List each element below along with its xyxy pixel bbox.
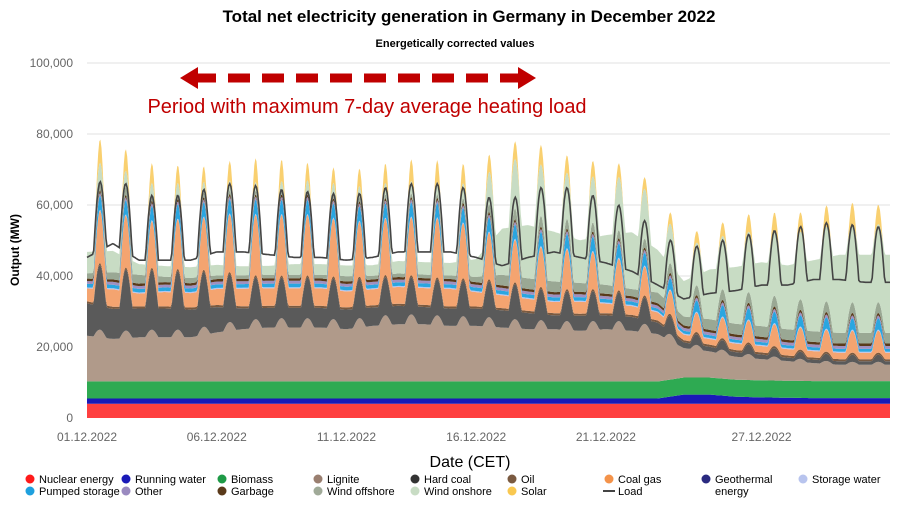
x-axis: 01.12.2022 06.12.2022 11.12.2022 16.12.2022… [57,430,792,444]
x-tick-label: 06.12.2022 [187,430,247,444]
legend-label: Hard coal [424,474,471,486]
area-nuclear-energy [87,403,890,418]
legend-marker [701,474,711,484]
y-tick-label: 80,000 [36,127,73,141]
legend-marker [25,486,35,496]
legend: Nuclear energy Running water Biomass Lignit… [25,474,881,498]
y-tick-label: 60,000 [36,198,73,212]
area-lignite [87,314,890,382]
stacked-areas [87,139,890,418]
y-tick-label: 20,000 [36,340,73,354]
legend-marker [507,486,517,496]
legend-marker [313,474,323,484]
y-axis: 0 20,000 40,000 60,000 80,000 100,000 [30,56,74,425]
y-tick-label: 40,000 [36,269,73,283]
area-solar [87,139,890,281]
legend-marker [604,474,614,484]
area-biomass [87,377,890,399]
legend-label: Nuclear energy [39,474,114,486]
legend-label: Lignite [327,474,359,486]
legend-marker [217,486,227,496]
legend-label: Other [135,486,163,498]
x-tick-label: 01.12.2022 [57,430,117,444]
area-coal-gas [87,210,890,360]
annotation-text: Period with maximum 7-day average heatin… [147,96,586,118]
annotation: Period with maximum 7-day average heatin… [147,67,587,118]
x-tick-label: 27.12.2022 [732,430,792,444]
legend-marker [121,474,131,484]
area-hard-coal [87,265,890,365]
legend-label: Garbage [231,486,274,498]
legend-label: Pumped storage [39,486,120,498]
legend-label: Solar [521,486,547,498]
legend-marker [217,474,227,484]
area-running-water [87,394,890,404]
load-line-group [86,180,890,300]
legend-label: Oil [521,474,534,486]
legend-label: Load [618,486,642,498]
legend-label: Coal gas [618,474,662,486]
legend-marker [798,474,808,484]
x-axis-label: Date (CET) [430,454,511,471]
y-tick-label: 0 [66,411,73,425]
y-axis-label: Output (MW) [8,214,22,286]
legend-marker [121,486,131,496]
legend-marker [410,486,420,496]
y-tick-label: 100,000 [30,56,74,70]
legend-label: Wind offshore [327,486,395,498]
load-line [86,180,890,300]
legend-marker [507,474,517,484]
legend-label: Geothermal [715,474,772,486]
x-tick-label: 16.12.2022 [446,430,506,444]
legend-marker [25,474,35,484]
area-pumped-storage [87,195,890,352]
legend-marker [313,486,323,496]
area-wind-onshore [87,158,890,333]
x-tick-label: 21.12.2022 [576,430,636,444]
legend-label: energy [715,486,749,498]
chart-title: Total net electricity generation in Germ… [223,7,716,26]
legend-marker [410,474,420,484]
legend-label: Storage water [812,474,881,486]
annotation-arrowhead-right [518,67,536,89]
x-tick-label: 11.12.2022 [317,430,376,444]
annotation-arrowhead-left [180,67,198,89]
legend-label: Biomass [231,474,274,486]
legend-label: Running water [135,474,206,486]
legend-label: Wind onshore [424,486,492,498]
chart-subtitle: Energetically corrected values [376,38,535,50]
